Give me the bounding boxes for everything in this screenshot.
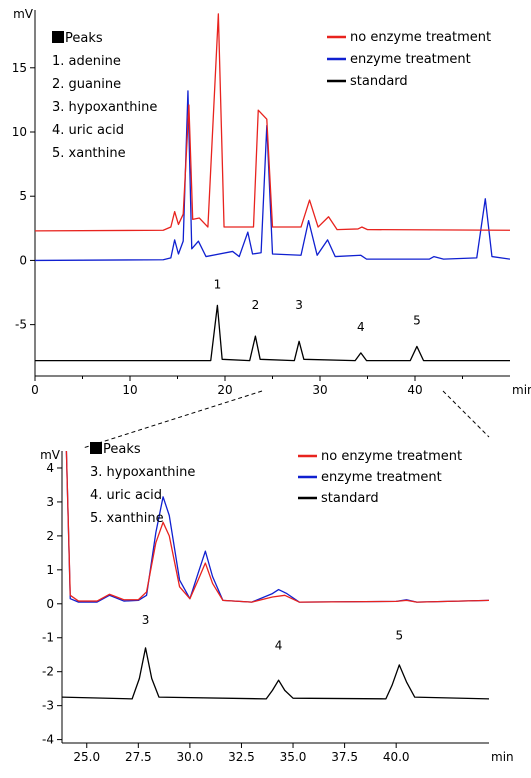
series-line-standard bbox=[35, 304, 510, 362]
series-line-enzyme-treatment bbox=[35, 90, 510, 262]
legend-label: enzyme treatment bbox=[321, 470, 442, 485]
y-tick-label: 10 bbox=[12, 125, 27, 139]
x-tick-label: 30.0 bbox=[177, 750, 204, 764]
x-tick-label: 40.0 bbox=[383, 750, 410, 764]
chart-zoom: 25.0 27.5 30.0 32.5 35.0 37.5 40.0 min -4 -3 -2 -1 0… bbox=[40, 442, 514, 764]
x-tick-label: 32.5 bbox=[228, 750, 255, 764]
y-tick-label: 5 bbox=[19, 189, 27, 203]
peak-list-item: 5. xanthine bbox=[90, 511, 164, 526]
peak-number-label: 3 bbox=[295, 298, 303, 312]
peak-number-label: 3 bbox=[142, 613, 150, 627]
peaks-title: Peaks bbox=[65, 31, 103, 46]
series-line-no-enzyme-treatment bbox=[35, 13, 510, 232]
peaks-square-icon bbox=[52, 31, 64, 43]
peak-list-item: 5. xanthine bbox=[52, 146, 126, 161]
peak-list-item: 1. adenine bbox=[52, 54, 121, 69]
x-unit-label: min bbox=[491, 750, 514, 764]
y-tick-label: 4 bbox=[46, 461, 54, 475]
zoom-connector-left bbox=[82, 390, 263, 449]
peak-number-label: 4 bbox=[275, 639, 283, 653]
x-tick-label: 10 bbox=[122, 383, 137, 397]
peaks-title: Peaks bbox=[103, 442, 141, 457]
x-tick-label: 25.0 bbox=[73, 750, 100, 764]
y-tick-label: 2 bbox=[46, 529, 54, 543]
y-tick-label: -1 bbox=[42, 631, 54, 645]
x-tick-label: 30 bbox=[312, 383, 327, 397]
y-tick-label: 1 bbox=[46, 563, 54, 577]
y-tick-label: -5 bbox=[15, 318, 27, 332]
y-tick-label: 0 bbox=[46, 597, 54, 611]
legend-label: standard bbox=[350, 74, 408, 89]
peak-list-item: 3. hypoxanthine bbox=[90, 465, 195, 480]
peak-number-label: 5 bbox=[413, 314, 421, 328]
peak-number-label: 1 bbox=[214, 278, 222, 292]
legend-label: no enzyme treatment bbox=[350, 30, 491, 45]
peak-list-item: 2. guanine bbox=[52, 77, 121, 92]
peak-number-label: 5 bbox=[395, 628, 403, 642]
chart-overview: 0 10 20 30 40 min -5 0 5 10 15 mV 1 2 3 4 5 Peaks 1. adeni… bbox=[12, 7, 531, 397]
y-unit-label: mV bbox=[13, 7, 34, 21]
y-tick-label: -3 bbox=[42, 699, 54, 713]
y-tick-label: -4 bbox=[42, 733, 54, 747]
x-tick-label: 0 bbox=[31, 383, 39, 397]
x-tick-label: 20 bbox=[217, 383, 232, 397]
y-tick-label: 15 bbox=[12, 61, 27, 75]
series-line-standard bbox=[62, 647, 489, 700]
legend-label: no enzyme treatment bbox=[321, 449, 462, 464]
y-tick-label: -2 bbox=[42, 665, 54, 679]
series-line-no-enzyme-treatment bbox=[62, 451, 489, 603]
peak-number-label: 2 bbox=[252, 298, 260, 312]
peaks-square-icon bbox=[90, 442, 102, 454]
x-tick-label: 27.5 bbox=[125, 750, 152, 764]
legend-label: standard bbox=[321, 491, 379, 506]
legend-label: enzyme treatment bbox=[350, 52, 471, 67]
peak-list-item: 4. uric acid bbox=[52, 123, 124, 138]
y-tick-label: 0 bbox=[19, 253, 27, 267]
peak-number-label: 4 bbox=[357, 320, 365, 334]
x-tick-label: 37.5 bbox=[331, 750, 358, 764]
peak-list-item: 3. hypoxanthine bbox=[52, 100, 157, 115]
x-unit-label: min bbox=[512, 383, 531, 397]
x-tick-label: 35.0 bbox=[280, 750, 307, 764]
zoom-connector-right bbox=[442, 390, 490, 438]
y-unit-label: mV bbox=[40, 448, 61, 462]
y-tick-label: 3 bbox=[46, 495, 54, 509]
peak-list-item: 4. uric acid bbox=[90, 488, 162, 503]
x-tick-label: 40 bbox=[407, 383, 422, 397]
